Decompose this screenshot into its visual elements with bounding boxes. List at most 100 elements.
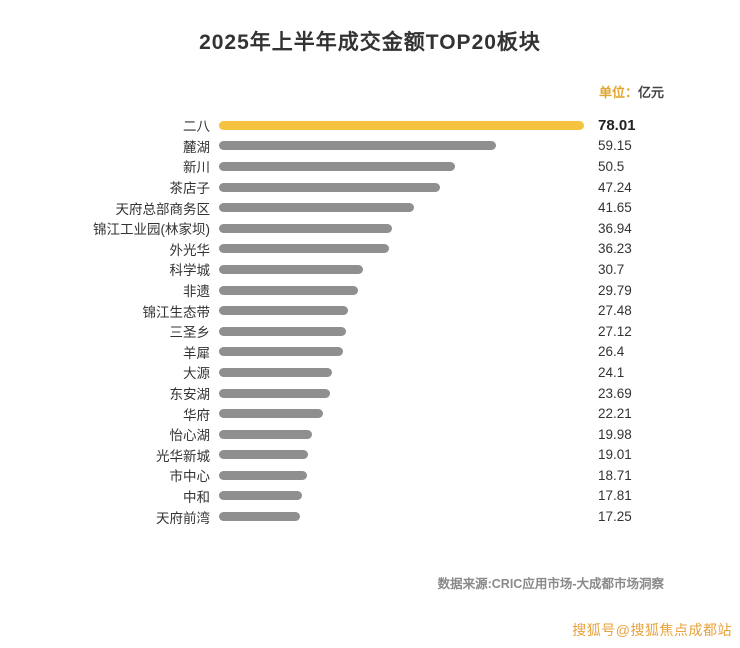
- value-label: 27.12: [598, 323, 632, 339]
- category-label: 三圣乡: [169, 325, 211, 341]
- chart-row: 光华新城 19.01: [60, 445, 664, 466]
- chart-row: 锦江工业园(林家坝) 36.94: [60, 218, 664, 239]
- bar-track: [219, 429, 584, 439]
- bar: [219, 450, 308, 460]
- category-label: 市中心: [169, 469, 211, 485]
- bar: [219, 141, 496, 151]
- unit-label: 单位：亿元: [64, 82, 664, 101]
- bar: [219, 409, 323, 419]
- chart-row: 天府总部商务区 41.65: [60, 197, 664, 218]
- value-label: 41.65: [598, 200, 632, 216]
- category-label: 怡心湖: [169, 428, 211, 444]
- bar: [219, 182, 441, 192]
- chart-row: 新川 50.5: [60, 156, 664, 177]
- value-label: 30.7: [598, 261, 625, 277]
- chart-row: 中和 17.81: [60, 486, 664, 507]
- chart-row: 大源 24.1: [60, 362, 664, 383]
- bar: [219, 491, 303, 501]
- chart-row: 茶店子 47.24: [60, 177, 664, 198]
- bar: [219, 326, 346, 336]
- bar-track: [219, 141, 584, 151]
- chart-row: 麓湖 59.15: [60, 136, 664, 157]
- category-label: 中和: [183, 489, 210, 505]
- chart-row: 非遗 29.79: [60, 280, 664, 301]
- bar: [219, 223, 392, 233]
- value-label: 27.48: [598, 303, 632, 319]
- value-label: 36.23: [598, 241, 632, 257]
- value-label: 24.1: [598, 364, 625, 380]
- value-label: 19.98: [598, 426, 632, 442]
- bar: [219, 244, 389, 254]
- bar: [219, 388, 330, 398]
- value-label: 19.01: [598, 447, 632, 463]
- bar: [219, 367, 332, 377]
- bar-track: [219, 264, 584, 274]
- bar-track: [219, 120, 584, 130]
- bar-track: [219, 491, 584, 501]
- bar: [219, 429, 313, 439]
- bar-track: [219, 450, 584, 460]
- category-label: 麓湖: [183, 139, 210, 155]
- bar: [219, 161, 456, 171]
- value-label: 26.4: [598, 344, 625, 360]
- category-label: 东安湖: [169, 387, 211, 403]
- value-label: 29.79: [598, 282, 632, 298]
- bar-track: [219, 182, 584, 192]
- watermark-sohu-account: 搜狐号@搜狐焦点成都站: [572, 622, 732, 638]
- bar-track: [219, 470, 584, 480]
- bar-track: [219, 203, 584, 213]
- bar-track: [219, 244, 584, 254]
- bar: [219, 285, 359, 295]
- chart-row: 市中心 18.71: [60, 465, 664, 486]
- chart-row: 怡心湖 19.98: [60, 424, 664, 445]
- bar-track: [219, 367, 584, 377]
- value-label: 59.15: [598, 138, 632, 154]
- data-source-note: 数据来源:CRIC应用市场-大成都市场洞察: [437, 576, 664, 591]
- value-label: 17.25: [598, 509, 632, 525]
- unit-label-prefix: 单位：: [598, 85, 638, 100]
- bar-track: [219, 161, 584, 171]
- value-label: 36.94: [598, 220, 632, 236]
- bar-track: [219, 347, 584, 357]
- bar: [219, 203, 414, 213]
- category-label: 光华新城: [156, 448, 210, 464]
- value-label: 22.21: [598, 406, 632, 422]
- bar-track: [219, 285, 584, 295]
- value-label: 50.5: [598, 158, 625, 174]
- bar-track: [219, 223, 584, 233]
- category-label: 茶店子: [169, 181, 211, 197]
- value-label: 17.81: [598, 488, 632, 504]
- bar: [219, 306, 348, 316]
- category-label: 新川: [183, 160, 210, 176]
- chart-row: 羊犀 26.4: [60, 342, 664, 363]
- chart-row: 锦江生态带 27.48: [60, 300, 664, 321]
- bar: [219, 120, 584, 130]
- category-label: 锦江生态带: [142, 304, 211, 320]
- value-label: 18.71: [598, 467, 632, 483]
- category-label: 非遗: [183, 284, 210, 300]
- bar: [219, 264, 363, 274]
- category-label: 外光华: [169, 242, 211, 258]
- chart-title: 2025年上半年成交金额TOP20板块: [199, 31, 541, 54]
- unit-label-value: 亿元: [637, 85, 664, 100]
- value-label: 23.69: [598, 385, 632, 401]
- chart-row: 三圣乡 27.12: [60, 321, 664, 342]
- bar-track: [219, 512, 584, 522]
- bar-track: [219, 409, 584, 419]
- value-label: 78.01: [598, 116, 636, 134]
- bar: [219, 347, 343, 357]
- category-label: 锦江工业园(林家坝): [93, 222, 210, 238]
- chart-row: 科学城 30.7: [60, 259, 664, 280]
- chart-row: 二八 78.01: [60, 115, 664, 136]
- category-label: 天府前湾: [156, 510, 210, 526]
- bar-chart: 二八 78.01 麓湖 59.15 新川 50.5 茶店子 47.24 天府总部…: [60, 115, 664, 527]
- chart-row: 东安湖 23.69: [60, 383, 664, 404]
- category-label: 华府: [183, 407, 210, 423]
- bar: [219, 512, 300, 522]
- category-label: 羊犀: [183, 345, 210, 361]
- bar-track: [219, 306, 584, 316]
- chart-row: 华府 22.21: [60, 403, 664, 424]
- value-label: 47.24: [598, 179, 632, 195]
- chart-row: 外光华 36.23: [60, 239, 664, 260]
